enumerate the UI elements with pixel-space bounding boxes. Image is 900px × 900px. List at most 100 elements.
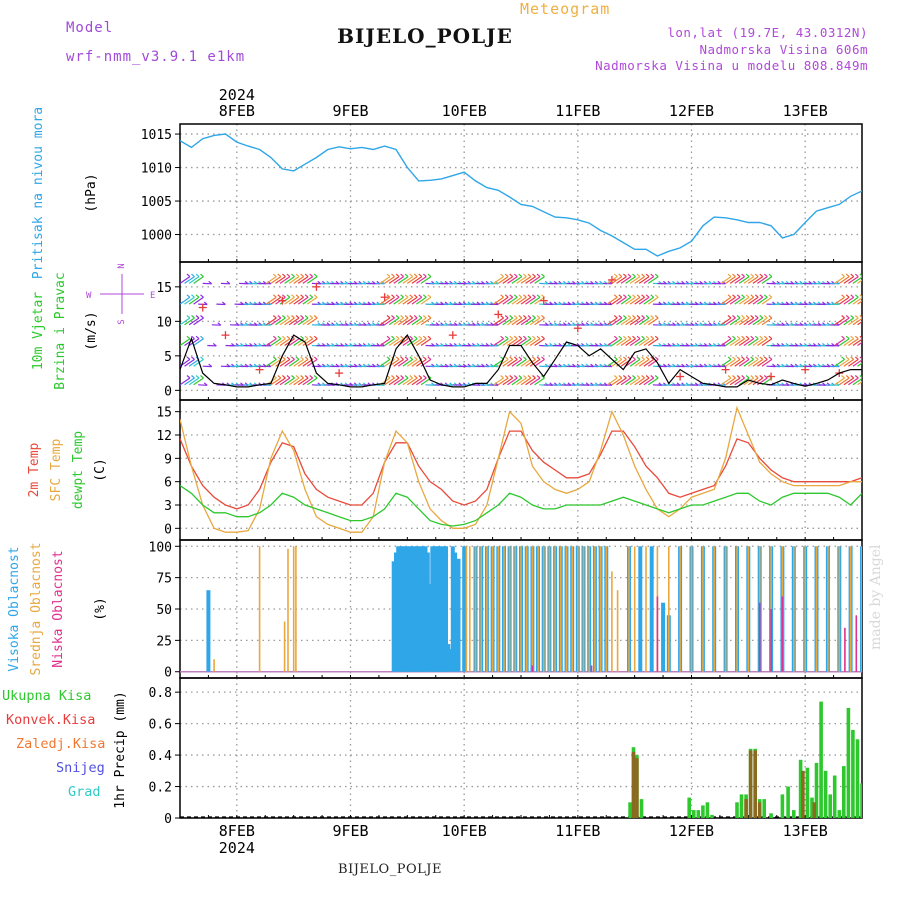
wind-arrow (207, 385, 216, 386)
wind-arrow (180, 338, 191, 346)
wind-arrow (520, 317, 532, 326)
wind-arrow-head (864, 295, 867, 298)
precip-bar-0 (860, 783, 862, 818)
wind-arrow (193, 276, 204, 284)
cloud-bar-1 (542, 546, 545, 672)
precip-bar-1 (753, 750, 757, 818)
wind-arrow-head (859, 315, 862, 319)
wind-arrow (729, 358, 741, 367)
precip-bar-0 (687, 797, 691, 818)
wind-arrow (761, 358, 773, 367)
wind-arrow-head (286, 315, 291, 319)
series-dewpoint (180, 485, 862, 527)
wind-arrow (638, 377, 650, 386)
wind-arrow-head (541, 335, 545, 340)
wind-arrow (734, 338, 745, 346)
wind-arrow (857, 341, 862, 346)
y-tick-label: 0.6 (149, 718, 172, 733)
wind-arrow (634, 338, 645, 346)
precip-bar-1 (812, 802, 817, 818)
wind-arrow-head (654, 356, 659, 360)
wind-arrow-head (309, 315, 314, 319)
wind-arrow-head (745, 315, 750, 319)
wind-arrow-head (845, 356, 850, 360)
wind-arrow-head (523, 273, 527, 278)
wind-arrow-head (623, 294, 627, 298)
wind-arrow (852, 359, 862, 367)
wind-arrow-head (504, 273, 509, 278)
wind-arrow-head (413, 375, 418, 379)
wind-arrow-head (222, 301, 226, 305)
wind-arrow (607, 296, 618, 305)
wind-arrow (757, 276, 768, 284)
wind-arrow-head (864, 274, 867, 277)
wind-arrow (857, 279, 862, 284)
wind-arrow (520, 377, 532, 386)
wind-arrow-head (523, 294, 527, 298)
wind-arrow (402, 317, 414, 326)
wind-arrow-head (191, 315, 195, 319)
wind-arrow (843, 377, 855, 386)
cloud-bar-0 (462, 546, 467, 672)
wind-arrow (747, 338, 759, 346)
wind-arrow (511, 276, 523, 284)
wind-arrow (734, 276, 745, 284)
wind-arrow (643, 276, 655, 284)
cloud-bar-1 (292, 546, 295, 672)
wind-arrow (848, 296, 859, 305)
cloud-bar-2 (855, 615, 858, 672)
wind-arrow (406, 296, 418, 305)
wind-arrow-head (736, 375, 741, 379)
wind-arrow (180, 317, 191, 326)
cloud-bar-0 (423, 546, 428, 672)
precip-bar-0 (692, 810, 696, 818)
wind-arrow-head (841, 315, 845, 319)
wind-arrow (388, 317, 400, 326)
wind-arrow-head (400, 315, 404, 319)
precip-bar-0 (769, 813, 773, 818)
wind-arrow-head (763, 273, 768, 278)
wind-arrow-head (404, 294, 409, 298)
precip-bar-0 (739, 794, 744, 818)
wind-arrow (843, 338, 855, 346)
wind-arrow (293, 317, 304, 326)
wind-arrow-head (759, 335, 764, 340)
wind-arrow-head (650, 294, 655, 298)
cloud-bar-0 (441, 546, 446, 672)
y-axis-label-cloud-high: Visoka Oblacnost (7, 546, 22, 671)
wind-arrow (647, 276, 659, 284)
cloud-bar-0 (414, 546, 419, 672)
wind-arrow (406, 377, 418, 386)
wind-arrow-head (191, 273, 195, 278)
wind-arrow-head (854, 375, 859, 379)
wind-arrow (266, 317, 277, 326)
wind-arrow (266, 358, 277, 367)
wind-arrow (534, 317, 545, 326)
wind-arrow-head (518, 315, 523, 319)
wind-arrow-head (282, 315, 286, 319)
wind-arrow (838, 296, 850, 305)
wind-arrow-head (413, 294, 418, 298)
wind-arrow (306, 338, 318, 346)
wind-arrow-head (864, 336, 867, 339)
wind-arrow-head (541, 315, 545, 319)
wind-arrow-head (527, 335, 532, 340)
wind-arrow (607, 358, 618, 367)
wind-arrow-head (750, 375, 755, 379)
wind-arrow (752, 276, 764, 284)
wind-arrow-head (277, 273, 282, 278)
wind-arrow-head (841, 375, 845, 379)
wind-arrow-head (759, 356, 764, 360)
wind-arrow (302, 296, 314, 305)
wind-arrow-head (386, 294, 391, 298)
wind-arrow-head (391, 315, 395, 319)
wind-arrow (761, 317, 773, 326)
wind-arrow-head (732, 273, 736, 278)
wind-arrow (306, 317, 318, 326)
cloud-bar-1 (554, 546, 556, 672)
y-axis-label-precip: 1hr Precip (mm) (113, 691, 128, 808)
wind-arrow-head (422, 375, 427, 379)
wind-arrow-head (745, 335, 750, 340)
wind-arrow (743, 276, 755, 284)
wind-arrow (406, 358, 418, 367)
